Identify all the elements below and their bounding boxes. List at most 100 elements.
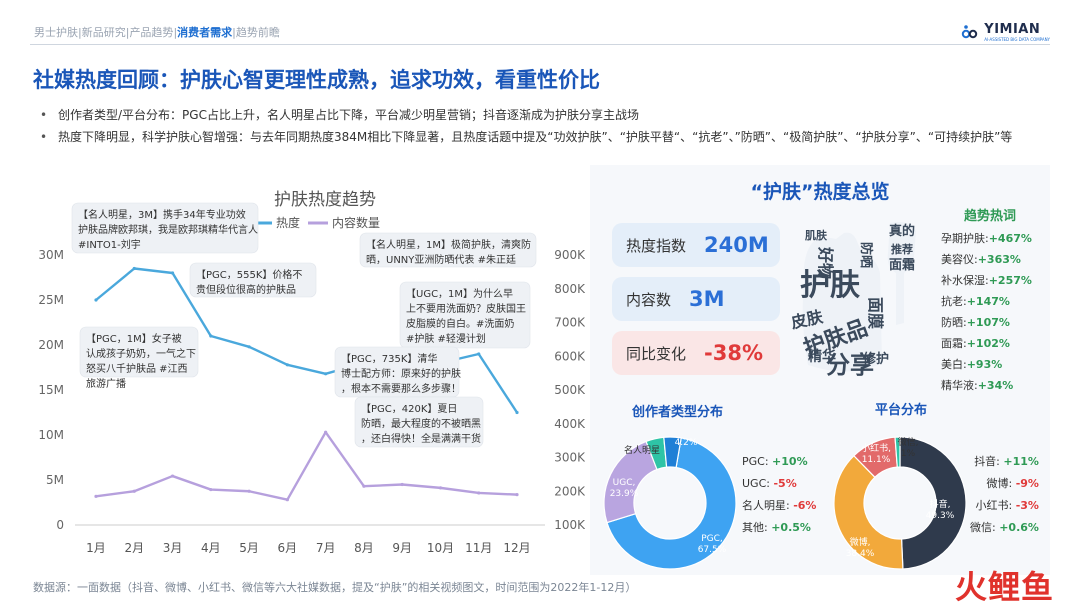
x-tick-label: 9月 <box>392 541 412 555</box>
breadcrumb-item[interactable]: 趋势前瞻 <box>235 26 280 39</box>
annotation-callout: 【UGC，1M】为什么早上不要用洗面奶？皮肤国王皮脂膜的自白。#洗面奶 #护肤 … <box>399 281 531 349</box>
creator-donut-title: 创作者类型分布 <box>632 405 724 420</box>
x-tick-label: 8月 <box>354 541 374 555</box>
donut-legend-row: 其他: +0.5% <box>742 517 816 539</box>
breadcrumb-separator: | <box>78 26 82 39</box>
breadcrumb-item[interactable]: 产品趋势 <box>129 26 174 39</box>
donut-slice <box>894 436 901 468</box>
annotation-callout: 【名人明星，1M】极简护肤，清爽防晒，UNNY亚洲防晒代表 #朱正廷 <box>359 232 537 268</box>
word-cloud-word: 护肤 <box>800 268 861 303</box>
word-cloud-word: 好物 <box>816 246 835 279</box>
trend-word-row: 面霜:+102% <box>935 333 1045 354</box>
trend-word-change: +467% <box>988 232 1032 245</box>
annotation-callout: 【PGC，1M】女子被认成孩子奶奶，一气之下怒买八千护肤品 #江西旅游广播 <box>79 326 199 390</box>
data-point <box>209 334 213 338</box>
y-right-tick: 500K <box>554 383 585 397</box>
legend-change: +0.6% <box>999 521 1039 534</box>
data-point <box>438 486 443 490</box>
logo-subtext: AI-ASSISTED BIG DATA COMPANY <box>984 37 1050 42</box>
bullet-item: 热度下降明显，科学护肤心智增强：与去年同期热度384M相比下降显著，且热度话题中… <box>40 126 1050 148</box>
y-left-tick: 0 <box>56 518 64 532</box>
annotation-callout: 【名人明星，3M】携手34年专业功效护肤品牌欧邦琪，我是欧邦琪精华代言人#INT… <box>71 202 259 254</box>
stat-heat-index: 热度指数 240M <box>612 223 780 267</box>
trend-word-row: 防晒:+107% <box>935 312 1045 333</box>
annotation-text: 【UGC，1M】为什么早上不要用洗面奶？皮肤国王皮脂膜的自白。#洗面奶 #护肤 … <box>406 288 526 345</box>
trend-word-change: +93% <box>966 358 1003 371</box>
trend-words-box: 趋势热词 孕期护肤:+467% 美容仪:+363% 补水保湿:+257% 抗老:+14… <box>935 205 1045 396</box>
breadcrumb-separator: | <box>173 26 178 39</box>
data-point <box>515 410 519 415</box>
legend-label: 小红书: <box>975 499 1016 512</box>
donut-slice-label: 小红书, 11.1% <box>861 442 891 465</box>
platform-donut: 抖音, 49.3% 微博, 38.4% 小红书, 11.1% 微信, 1% <box>833 436 967 570</box>
trend-word: 精华液: <box>941 379 978 392</box>
x-tick-label: 10月 <box>427 541 454 555</box>
y-left-tick: 25M <box>38 293 64 307</box>
data-point <box>324 430 328 434</box>
brand-watermark: 火鲤鱼 <box>954 568 1054 606</box>
word-cloud-word: 面霜 <box>889 258 915 273</box>
chart-title: 护肤热度趋势 <box>274 190 376 210</box>
data-point <box>285 363 289 367</box>
y-right-tick: 400K <box>554 417 585 431</box>
donut-slice-label: UGC, 23.9% <box>610 478 639 499</box>
donut-legend-row: 抖音: +11% <box>970 451 1039 473</box>
annotation-text: 【PGC，420K】夏日防晒，最大程度的不被晒黑，还白得快！全是满满干货 <box>361 403 481 445</box>
x-tick-label: 11月 <box>465 541 492 555</box>
platform-legend: 抖音: +11% 微博: -9% 小红书: -3% 微信: +0.6% <box>970 451 1039 539</box>
legend-label: 微信: <box>970 521 1000 534</box>
x-tick-label: 4月 <box>201 541 221 555</box>
summary-bullets: 创作者类型/平台分布：PGC占比上升，名人明星占比下降，平台减少明星营销；抖音逐… <box>40 104 1050 148</box>
data-point <box>94 298 98 302</box>
annotation-text: 【PGC，1M】女子被认成孩子奶奶，一气之下怒买八千护肤品 #江西旅游广播 <box>86 332 196 390</box>
stat-content-count: 内容数 3M <box>612 277 780 321</box>
breadcrumb-item[interactable]: 消费者需求 <box>177 26 233 39</box>
overview-title: “护肤”热度总览 <box>750 181 890 203</box>
x-tick-label: 3月 <box>163 541 183 555</box>
x-tick-label: 1月 <box>86 541 106 555</box>
trend-word-row: 美白:+93% <box>935 354 1045 375</box>
word-cloud-word: 修护 <box>862 351 889 367</box>
legend-change: -5% <box>773 477 797 490</box>
legend-label: 微博: <box>986 477 1016 490</box>
y-left-tick: 30M <box>38 248 64 262</box>
data-point <box>132 489 136 493</box>
donut-legend-row: 微信: +0.6% <box>970 517 1039 539</box>
data-point <box>209 487 213 492</box>
legend-change: +10% <box>772 455 808 468</box>
y-right-tick: 800K <box>554 282 585 296</box>
trend-word: 补水保湿: <box>941 274 989 287</box>
data-point <box>362 484 366 488</box>
data-point <box>94 494 98 498</box>
x-tick-label: 7月 <box>316 541 336 555</box>
page-title: 社媒热度回顾：护肤心智更理性成熟，追求功效，看重性价比 <box>33 68 600 92</box>
breadcrumb-item[interactable]: 新品研究 <box>81 26 126 39</box>
word-cloud-word: 精华 <box>808 348 836 365</box>
y-right-tick: 300K <box>554 451 585 465</box>
word-cloud-word: 面膜 <box>866 297 885 329</box>
y-right-tick: 200K <box>554 484 585 498</box>
legend-label: 其他: <box>742 521 772 534</box>
y-left-tick: 15M <box>38 383 64 397</box>
breadcrumb-item[interactable]: 男士护肤 <box>34 26 78 39</box>
breadcrumb-separator: | <box>232 26 236 39</box>
legend-change: -6% <box>793 499 817 512</box>
donut-slice-label: 微信, 1% <box>898 436 919 459</box>
series-line-content-count <box>95 430 518 501</box>
annotation-text: 【名人明星，1M】极简护肤，清爽防晒，UNNY亚洲防晒代表 #朱正廷 <box>366 238 531 266</box>
trend-word-row: 补水保湿:+257% <box>935 270 1045 291</box>
trend-word-change: +102% <box>966 337 1010 350</box>
trend-word: 孕期护肤: <box>941 232 989 245</box>
annotation-text: 【PGC，735K】清华博士配方师：原来好的护肤，根本不需要那么多步骤！ <box>341 352 461 395</box>
legend-label: 热度 <box>276 215 300 230</box>
annotation-callout: 【PGC，555K】价格不贵但段位很高的护肤品 <box>189 262 317 298</box>
stat-value: -38% <box>704 341 763 365</box>
logo-icon <box>962 25 978 39</box>
legend-label: 内容数量 <box>332 215 380 230</box>
donut-legend-row: 微博: -9% <box>970 473 1038 495</box>
donut-slice <box>663 436 682 469</box>
word-cloud-word: 肌肤 <box>804 228 828 242</box>
logo-text: YIMIAN <box>984 22 1041 37</box>
